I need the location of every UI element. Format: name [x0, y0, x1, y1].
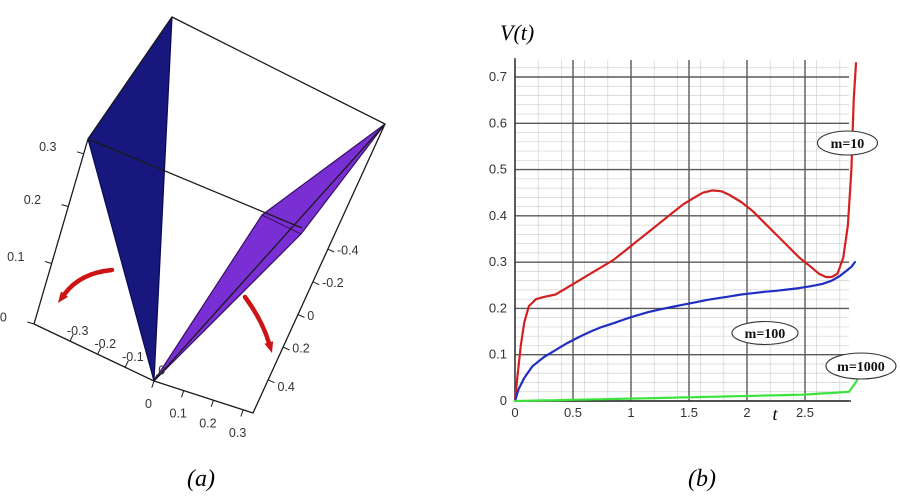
svg-text:0: 0: [500, 393, 507, 408]
svg-text:1.5: 1.5: [680, 405, 698, 420]
svg-text:2: 2: [743, 405, 750, 420]
svg-text:-0.2: -0.2: [322, 276, 344, 290]
svg-text:0.7: 0.7: [489, 69, 507, 84]
svg-text:-0.4: -0.4: [337, 244, 359, 258]
svg-text:(a): (a): [187, 466, 215, 492]
svg-text:(b): (b): [688, 466, 716, 492]
svg-text:m=10: m=10: [831, 137, 865, 152]
svg-text:0: 0: [307, 309, 314, 323]
svg-text:0.4: 0.4: [489, 208, 507, 223]
svg-text:m=100: m=100: [745, 327, 786, 342]
svg-text:0.1: 0.1: [489, 347, 507, 362]
svg-text:0.3: 0.3: [229, 426, 246, 440]
svg-text:1: 1: [627, 405, 634, 420]
svg-text:-0.2: -0.2: [95, 337, 117, 351]
svg-text:t: t: [772, 404, 778, 424]
svg-text:V(t): V(t): [500, 20, 534, 45]
svg-text:0.5: 0.5: [489, 162, 507, 177]
svg-text:0.5: 0.5: [564, 405, 582, 420]
svg-text:0.2: 0.2: [24, 193, 41, 207]
svg-text:0: 0: [158, 364, 165, 378]
svg-text:0.3: 0.3: [489, 254, 507, 269]
svg-text:0: 0: [0, 310, 7, 324]
svg-text:m=1000: m=1000: [837, 360, 885, 375]
svg-text:0.4: 0.4: [278, 380, 295, 394]
svg-text:0.1: 0.1: [170, 407, 187, 421]
svg-text:0.3: 0.3: [39, 140, 56, 154]
svg-text:-0.3: -0.3: [67, 324, 89, 338]
svg-text:0.2: 0.2: [199, 416, 216, 430]
svg-text:2.5: 2.5: [796, 405, 814, 420]
svg-text:0: 0: [511, 405, 518, 420]
svg-text:0.2: 0.2: [292, 342, 309, 356]
svg-text:0.6: 0.6: [489, 115, 507, 130]
svg-text:0: 0: [145, 397, 152, 411]
svg-text:0.2: 0.2: [489, 300, 507, 315]
svg-text:0.1: 0.1: [7, 250, 24, 264]
svg-text:-0.1: -0.1: [122, 350, 144, 364]
